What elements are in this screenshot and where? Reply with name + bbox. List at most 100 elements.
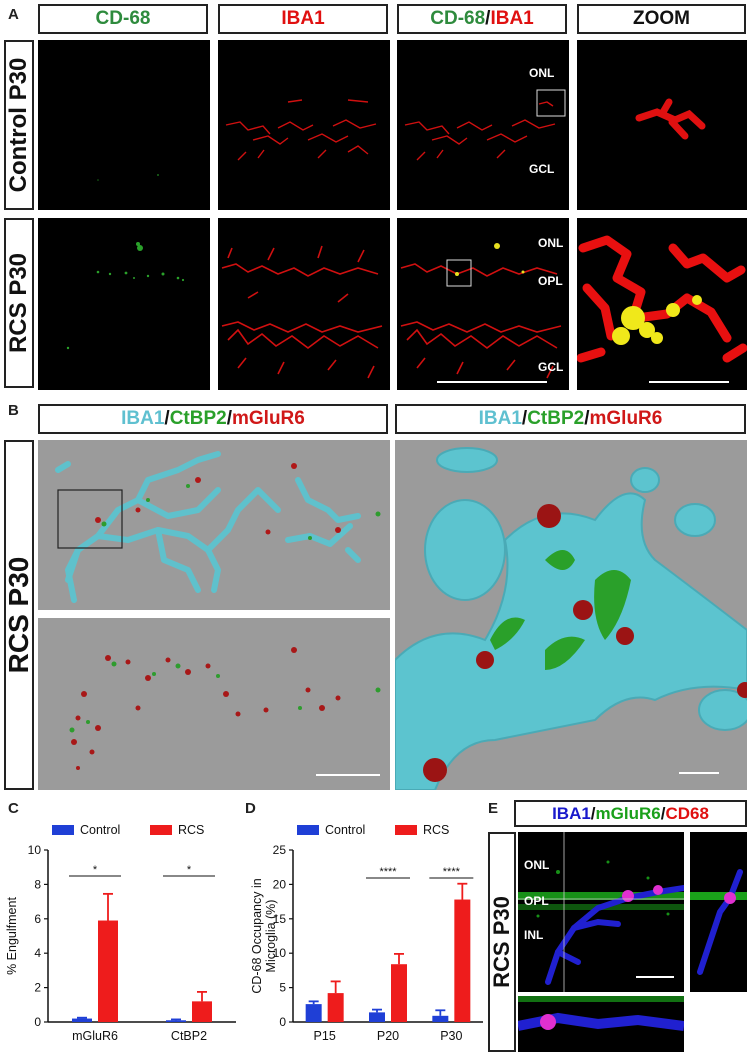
panel-b-title-slash-1-right: /: [521, 408, 528, 429]
micrograph-rcs-merge: ONL OPL GCL: [397, 218, 569, 390]
render-zoom-3d: [395, 440, 747, 790]
header-cd68: CD-68: [38, 4, 208, 34]
micrograph-control-iba1-image: [225, 99, 377, 161]
panel-b-title-mglur6-right: mGluR6: [589, 408, 663, 429]
row-label-e-text: RCS P30: [489, 896, 514, 988]
micrograph-control-merge: ONL GCL: [397, 40, 569, 210]
micrograph-control-zoom: [577, 40, 747, 210]
y-tick-label: 6: [34, 912, 41, 926]
panel-e-title-mglur6: mGluR6: [595, 803, 661, 823]
bar: [432, 1015, 449, 1022]
y-axis-label: CD-68 Occupancy in: [250, 878, 264, 993]
row-label-b: RCS P30: [3, 440, 34, 790]
micrograph-rcs-cd68-image: [66, 242, 185, 350]
y-tick-label: 15: [273, 912, 287, 926]
micrograph-control-iba1: [218, 40, 390, 210]
header-merge: CD-68/IBA1: [397, 4, 567, 34]
micrograph-rcs-iba1: [218, 218, 390, 390]
layer-label-onl: ONL: [529, 66, 555, 80]
layer-label-gcl: GCL: [529, 162, 555, 176]
row-label-rcs: RCS P30: [4, 218, 34, 388]
y-tick-label: 5: [279, 981, 286, 995]
y-tick-label: 10: [273, 946, 287, 960]
panel-e-title-cd68: CD68: [665, 803, 709, 823]
micrograph-rcs-merge-image: [400, 243, 562, 379]
row-label-b-text: RCS P30: [3, 556, 34, 674]
render-zoom-3d-image: [395, 447, 747, 790]
panel-b-title-iba1-right: IBA1: [478, 408, 522, 429]
y-tick-label: 25: [273, 843, 287, 857]
significance-marker: *: [93, 864, 98, 876]
scale-bar-a-zoom: [649, 381, 729, 383]
micrograph-rcs-cd68: [38, 218, 210, 390]
y-tick-label: 0: [34, 1015, 41, 1029]
significance-marker: ****: [443, 866, 461, 878]
layer-label-inl-e: INL: [524, 928, 544, 942]
micrograph-rcs-zoom: [577, 218, 747, 390]
header-cd68-text: CD-68: [95, 8, 151, 29]
legend-swatch: [297, 825, 319, 835]
panel-b-title-slash-2: /: [226, 408, 232, 429]
micrograph-e-side-image: [690, 869, 747, 975]
render-synapses-only-image: [69, 647, 381, 770]
bar: [391, 964, 407, 1022]
micrograph-control-merge-image: [404, 89, 566, 161]
scale-bar-a-merge: [437, 381, 547, 383]
panel-b-title-mglur6: mGluR6: [232, 408, 305, 429]
panel-letter-d: D: [245, 800, 256, 817]
x-tick-label: P20: [377, 1029, 399, 1043]
legend-label: Control: [325, 823, 365, 837]
bar: [369, 1012, 385, 1022]
chart-c: 0 2 4 6 8 10 % Engulfment mGluR6 * CtBP2 * Control R…: [0, 800, 245, 1057]
legend-label: RCS: [178, 823, 204, 837]
bar: [454, 899, 471, 1022]
bar: [327, 993, 344, 1022]
header-merge-slash: /: [485, 8, 491, 29]
panel-e-title-slash-1: /: [590, 803, 596, 823]
panel-letter-a: A: [8, 6, 19, 23]
micrograph-e-main: ONL OPL INL: [518, 832, 684, 992]
y-axis-label: Microglia (%): [264, 900, 278, 973]
x-tick-label: P15: [314, 1029, 336, 1043]
legend-swatch: [150, 825, 172, 835]
x-tick-label: P30: [440, 1029, 462, 1043]
micrograph-control-cd68-image: [97, 174, 159, 181]
header-zoom-text: ZOOM: [633, 8, 690, 29]
y-tick-label: 20: [273, 877, 287, 891]
bar: [166, 1020, 186, 1022]
panel-e-title-iba1: IBA1: [552, 803, 591, 823]
y-tick-label: 0: [279, 1015, 286, 1029]
row-label-rcs-text: RCS P30: [5, 252, 32, 354]
micrograph-e-bottom-image: [518, 996, 684, 1031]
layer-label-opl-e: OPL: [524, 894, 549, 908]
header-merge-iba1: IBA1: [490, 8, 534, 29]
chart-d-svg: 0 5 10 15 20 25 CD-68 Occupancy in Microglia (%…: [250, 823, 483, 1043]
micrograph-e-main-image: [518, 832, 684, 992]
legend-swatch: [52, 825, 74, 835]
panel-b-title-ctbp2-right: CtBP2: [527, 408, 585, 429]
header-iba1: IBA1: [218, 4, 388, 34]
scale-bar-b-left: [316, 774, 380, 776]
header-zoom: ZOOM: [577, 4, 746, 34]
bar: [192, 1001, 212, 1022]
layer-label-onl-rcs: ONL: [538, 236, 564, 250]
panel-b-title-left: IBA1/CtBP2/mGluR6: [38, 404, 388, 434]
chart-c-svg: 0 2 4 6 8 10 % Engulfment mGluR6 * CtBP2 * Control R…: [5, 823, 236, 1043]
panel-letter-b: B: [8, 402, 19, 419]
panel-letter-c: C: [8, 800, 19, 817]
scale-bar-e: [636, 976, 674, 978]
row-label-control: Control P30: [4, 40, 34, 210]
row-label-e: RCS P30: [488, 832, 516, 1052]
micrograph-rcs-zoom-image: [577, 235, 747, 363]
micrograph-e-side: [690, 832, 747, 992]
panel-b-title-slash-1: /: [164, 408, 170, 429]
chart-d: 0 5 10 15 20 25 CD-68 Occupancy in Microglia (%…: [245, 800, 490, 1057]
legend-label: Control: [80, 823, 120, 837]
panel-e-title-slash-2: /: [660, 803, 666, 823]
render-iba1-synapses: [38, 440, 390, 610]
bar: [98, 920, 118, 1022]
micrograph-e-bottom: [518, 996, 684, 1052]
micrograph-control-cd68: [38, 40, 210, 210]
panel-b-title-right: IBA1/CtBP2/mGluR6: [395, 404, 746, 434]
render-synapses-only: [38, 618, 390, 790]
